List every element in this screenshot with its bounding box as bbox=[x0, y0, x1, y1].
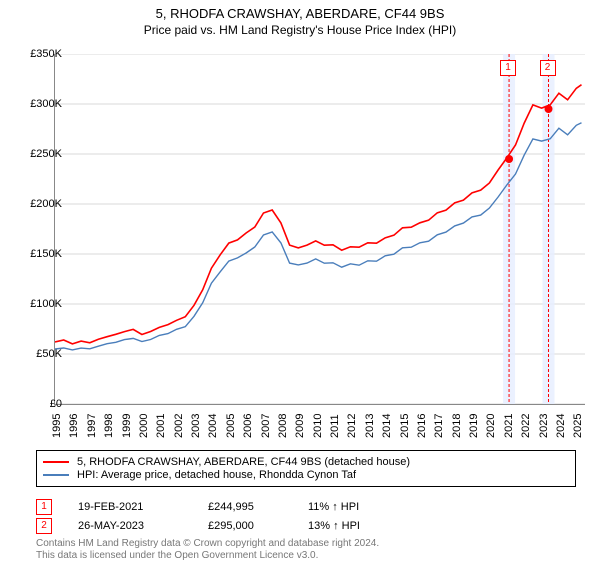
footer-attribution: Contains HM Land Registry data © Crown c… bbox=[36, 538, 379, 562]
y-tick-label: £50K bbox=[36, 348, 62, 360]
chart-title: 5, RHODFA CRAWSHAY, ABERDARE, CF44 9BS bbox=[0, 6, 600, 21]
legend-label-property: 5, RHODFA CRAWSHAY, ABERDARE, CF44 9BS (… bbox=[77, 456, 410, 468]
x-tick-label: 1998 bbox=[103, 414, 115, 438]
footer-line: This data is licensed under the Open Gov… bbox=[36, 550, 379, 562]
plot-svg bbox=[55, 54, 585, 404]
marker-label: 1 bbox=[500, 60, 516, 76]
x-tick-label: 2011 bbox=[329, 414, 341, 438]
x-tick-label: 2025 bbox=[572, 414, 584, 438]
sales-table: 1 19-FEB-2021£244,99511% ↑ HPI 2 26-MAY-202… bbox=[36, 496, 408, 537]
y-tick-label: £200K bbox=[30, 198, 62, 210]
x-tick-label: 2009 bbox=[294, 414, 306, 438]
x-tick-label: 2000 bbox=[138, 414, 150, 438]
x-tick-label: 2006 bbox=[242, 414, 254, 438]
x-tick-label: 2005 bbox=[225, 414, 237, 438]
x-tick-label: 2007 bbox=[260, 414, 272, 438]
x-tick-label: 2008 bbox=[277, 414, 289, 438]
sale-date: 19-FEB-2021 bbox=[78, 501, 208, 513]
y-tick-label: £300K bbox=[30, 98, 62, 110]
sale-price: £295,000 bbox=[208, 520, 308, 532]
sale-index: 1 bbox=[36, 499, 52, 515]
x-tick-label: 2002 bbox=[173, 414, 185, 438]
legend-row: HPI: Average price, detached house, Rhon… bbox=[43, 469, 569, 481]
y-tick-label: £150K bbox=[30, 248, 62, 260]
y-tick-label: £250K bbox=[30, 148, 62, 160]
plot-area bbox=[54, 54, 585, 405]
sale-price: £244,995 bbox=[208, 501, 308, 513]
x-tick-label: 2015 bbox=[399, 414, 411, 438]
legend-swatch-hpi bbox=[43, 474, 69, 476]
x-tick-label: 2003 bbox=[190, 414, 202, 438]
legend-row: 5, RHODFA CRAWSHAY, ABERDARE, CF44 9BS (… bbox=[43, 456, 569, 468]
sale-diff: 11% ↑ HPI bbox=[308, 501, 408, 513]
x-tick-label: 1995 bbox=[51, 414, 63, 438]
x-tick-label: 2013 bbox=[364, 414, 376, 438]
chart-container: 5, RHODFA CRAWSHAY, ABERDARE, CF44 9BS P… bbox=[0, 6, 600, 566]
chart-subtitle: Price paid vs. HM Land Registry's House … bbox=[0, 23, 600, 37]
legend: 5, RHODFA CRAWSHAY, ABERDARE, CF44 9BS (… bbox=[36, 450, 576, 487]
y-tick-label: £0 bbox=[50, 398, 62, 410]
x-tick-label: 2020 bbox=[485, 414, 497, 438]
x-tick-label: 1999 bbox=[121, 414, 133, 438]
y-tick-label: £100K bbox=[30, 298, 62, 310]
x-tick-label: 2022 bbox=[520, 414, 532, 438]
x-tick-label: 2017 bbox=[433, 414, 445, 438]
sale-index: 2 bbox=[36, 518, 52, 534]
x-tick-label: 2021 bbox=[503, 414, 515, 438]
sale-diff: 13% ↑ HPI bbox=[308, 520, 408, 532]
legend-swatch-property bbox=[43, 461, 69, 463]
x-tick-label: 2014 bbox=[381, 414, 393, 438]
legend-label-hpi: HPI: Average price, detached house, Rhon… bbox=[77, 469, 356, 481]
y-tick-label: £350K bbox=[30, 48, 62, 60]
x-tick-label: 2018 bbox=[451, 414, 463, 438]
sale-row: 1 19-FEB-2021£244,99511% ↑ HPI bbox=[36, 499, 408, 515]
x-tick-label: 2010 bbox=[312, 414, 324, 438]
x-tick-label: 2004 bbox=[207, 414, 219, 438]
x-tick-label: 2024 bbox=[555, 414, 567, 438]
x-tick-label: 2012 bbox=[346, 414, 358, 438]
x-tick-label: 2016 bbox=[416, 414, 428, 438]
x-tick-label: 2001 bbox=[155, 414, 167, 438]
marker-label: 2 bbox=[540, 60, 556, 76]
x-tick-label: 2019 bbox=[468, 414, 480, 438]
sale-date: 26-MAY-2023 bbox=[78, 520, 208, 532]
sale-row: 2 26-MAY-2023£295,00013% ↑ HPI bbox=[36, 518, 408, 534]
x-tick-label: 1996 bbox=[68, 414, 80, 438]
x-tick-label: 2023 bbox=[538, 414, 550, 438]
x-tick-label: 1997 bbox=[86, 414, 98, 438]
footer-line: Contains HM Land Registry data © Crown c… bbox=[36, 538, 379, 550]
